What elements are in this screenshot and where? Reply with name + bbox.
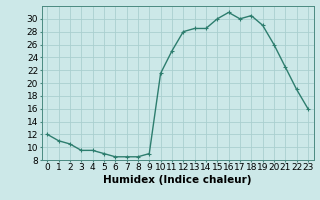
- X-axis label: Humidex (Indice chaleur): Humidex (Indice chaleur): [103, 175, 252, 185]
